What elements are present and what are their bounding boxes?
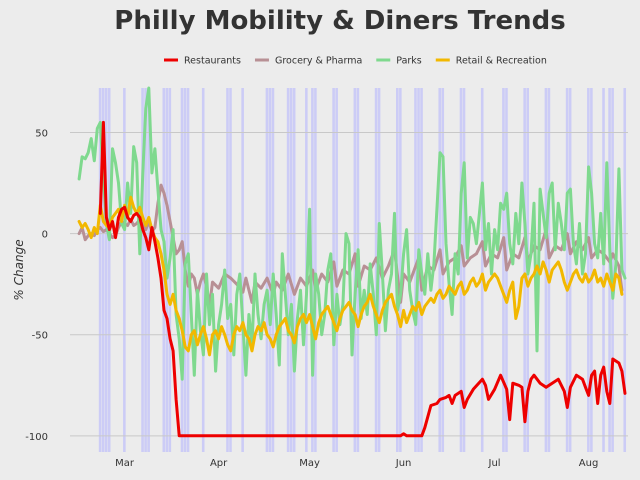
legend-label: Grocery & Pharma <box>275 56 362 67</box>
highlight-band <box>229 88 232 452</box>
highlight-band <box>141 88 144 452</box>
highlight-band <box>587 88 590 452</box>
highlight-band <box>98 88 102 452</box>
highlight-band <box>144 88 147 452</box>
series-lines <box>77 86 627 438</box>
highlight-band <box>241 88 244 452</box>
highlight-band <box>623 88 627 452</box>
x-tick-label: Aug <box>579 458 599 469</box>
highlight-band <box>459 88 463 452</box>
highlight-band <box>590 88 593 452</box>
highlight-band <box>602 88 605 452</box>
legend-label: Restaurants <box>184 56 241 67</box>
highlight-band <box>286 88 290 452</box>
legend: Restaurants Grocery & Pharma Parks Retail &… <box>164 56 547 67</box>
x-tick-label: Jun <box>395 458 412 469</box>
highlight-band <box>107 88 111 452</box>
highlight-band <box>268 88 272 452</box>
highlight-band <box>480 88 484 452</box>
highlight-band <box>374 88 378 452</box>
highlight-band <box>180 88 184 452</box>
highlight-band <box>201 88 205 452</box>
highlight-band <box>265 88 269 452</box>
series-line <box>77 195 624 357</box>
highlight-band <box>438 88 442 452</box>
y-tick-label: -50 <box>32 331 48 342</box>
highlight-band <box>101 88 105 452</box>
x-tick-label: Mar <box>115 458 135 469</box>
highlight-band <box>568 88 572 452</box>
y-tick-label: -100 <box>25 432 48 443</box>
y-tick-label: 50 <box>35 128 48 139</box>
y-tick-label: 0 <box>42 230 48 241</box>
highlight-band <box>168 88 172 452</box>
highlight-band <box>565 88 569 452</box>
series-line <box>77 86 627 381</box>
chart-title: Philly Mobility & Diners Trends <box>114 6 566 36</box>
highlight-band <box>462 88 466 452</box>
series-line <box>98 120 627 438</box>
highlight-band <box>104 88 108 452</box>
highlight-band <box>502 88 505 452</box>
highlight-band <box>226 88 229 452</box>
highlight-band <box>123 88 126 452</box>
x-tick-label: May <box>299 458 320 469</box>
highlight-band <box>292 88 296 452</box>
highlight-band <box>289 88 293 452</box>
highlight-band <box>547 88 551 452</box>
highlight-band <box>314 88 317 452</box>
x-tick-label: Jul <box>488 458 501 469</box>
highlight-band <box>523 88 526 452</box>
highlight-band <box>271 88 275 452</box>
y-axis-label: % Change <box>12 239 26 300</box>
highlight-band <box>335 88 338 452</box>
highlight-band <box>147 88 150 452</box>
highlight-band <box>353 88 357 452</box>
highlight-band <box>611 88 614 452</box>
legend-label: Retail & Recreation <box>456 56 547 67</box>
x-tick-label: Apr <box>210 458 228 469</box>
legend-label: Parks <box>396 56 422 67</box>
highlight-band <box>399 88 402 452</box>
y-tick-labels: 50 0 -50 -100 <box>25 128 48 442</box>
x-tick-labels: Mar Apr May Jun Jul Aug <box>115 458 598 469</box>
